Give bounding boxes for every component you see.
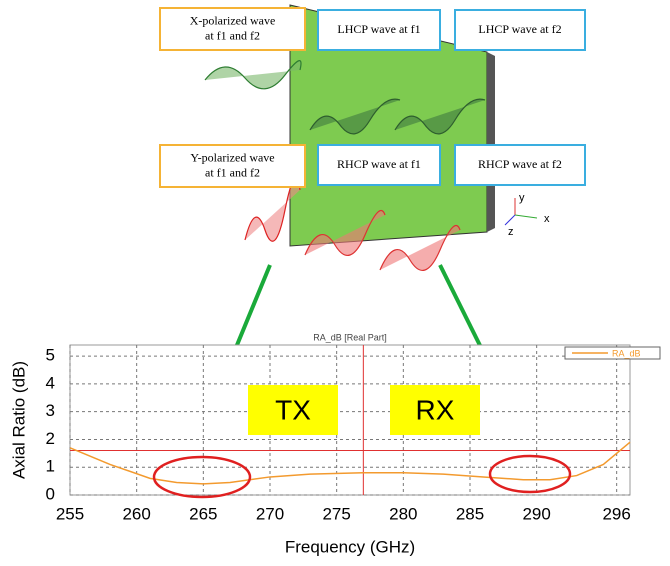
annotation: RX: [416, 394, 455, 425]
x-tick-label: 290: [522, 504, 550, 523]
panel-edge: [487, 52, 495, 232]
annotation: TX: [275, 394, 311, 425]
box-text: RHCP wave at f2: [478, 157, 562, 171]
y-tick-label: 3: [46, 401, 55, 420]
y-axis-label: Axial Ratio (dB): [9, 361, 28, 479]
x-tick-label: 296: [602, 504, 630, 523]
axis-letter: z: [508, 226, 514, 238]
y-tick-label: 0: [46, 484, 55, 503]
box-text: Y-polarized wave: [190, 150, 274, 164]
x-axis-label: Frequency (GHz): [285, 537, 415, 556]
box-text: X-polarized wave: [190, 13, 276, 27]
x-tick-label: 265: [189, 504, 217, 523]
x-tick-label: 280: [389, 504, 417, 523]
x-tick-label: 285: [456, 504, 484, 523]
figure: X-polarized waveat f1 and f2LHCP wave at…: [0, 0, 670, 561]
x-tick-label: 260: [122, 504, 150, 523]
legend-label: RA_dB: [612, 348, 641, 358]
axis-letter: y: [519, 192, 525, 204]
x-tick-label: 270: [256, 504, 284, 523]
box-text: at f1 and f2: [205, 28, 260, 42]
y-tick-label: 1: [46, 457, 55, 476]
box-text: LHCP wave at f2: [478, 22, 561, 36]
y-tick-label: 4: [46, 373, 55, 392]
box-text: at f1 and f2: [205, 165, 260, 179]
axis-letter: x: [544, 213, 550, 225]
box-text: RHCP wave at f1: [337, 157, 421, 171]
x-tick-label: 275: [322, 504, 350, 523]
x-tick-label: 255: [56, 504, 84, 523]
y-tick-label: 2: [46, 429, 55, 448]
y-tick-label: 5: [46, 346, 55, 365]
chart-title: RA_dB [Real Part]: [313, 332, 387, 342]
box-text: LHCP wave at f1: [337, 22, 420, 36]
